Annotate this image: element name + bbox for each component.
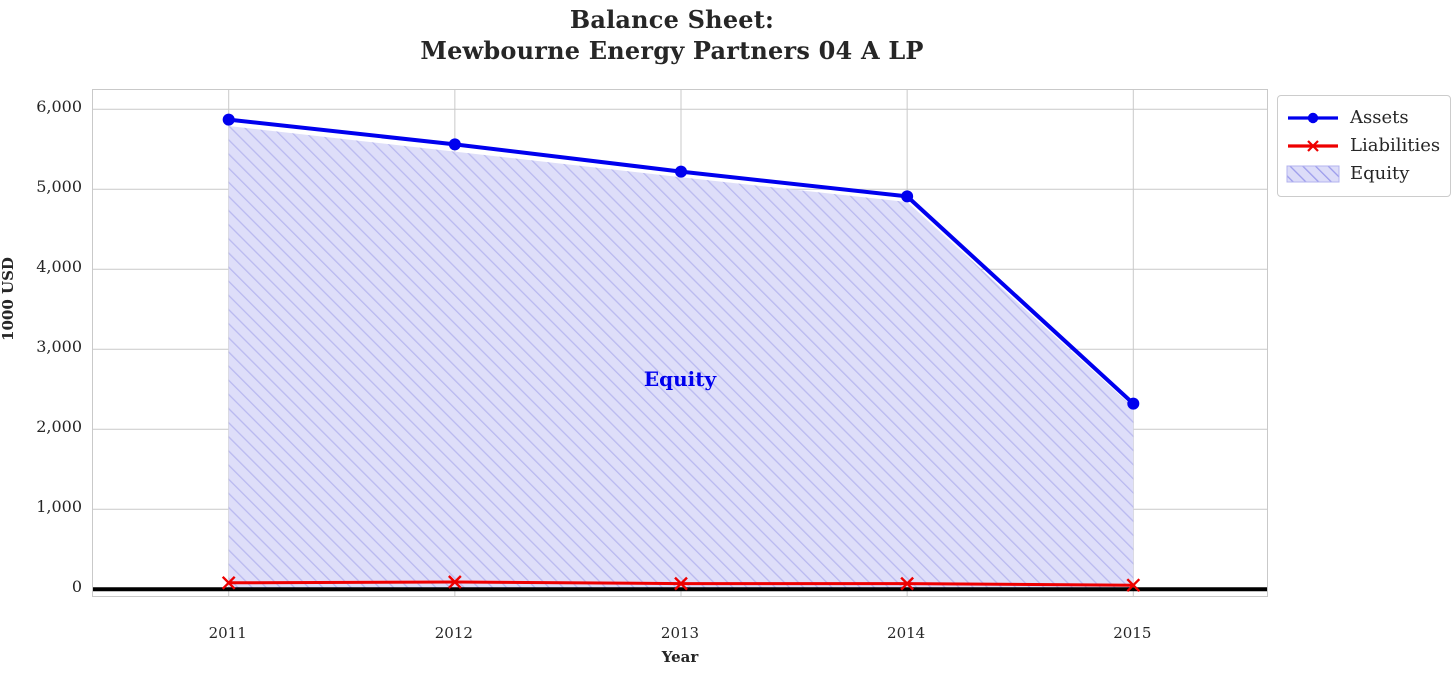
legend-item-assets: Assets	[1286, 104, 1440, 132]
x-axis-title: Year	[661, 648, 699, 666]
x-tick-label: 2014	[887, 624, 926, 642]
x-tick-label: 2012	[434, 624, 473, 642]
legend-key-hatched-patch	[1286, 163, 1340, 185]
y-tick-label: 2,000	[36, 417, 82, 437]
x-tick-label: 2015	[1113, 624, 1152, 642]
y-tick-label: 1,000	[36, 497, 82, 517]
x-tick-label: 2013	[660, 624, 700, 642]
data-layer	[93, 113, 1267, 593]
plot-area	[92, 89, 1268, 597]
series-markers	[221, 113, 1141, 593]
legend-label-equity: Equity	[1350, 163, 1410, 184]
legend-label-liabilities: Liabilities	[1350, 135, 1441, 156]
legend-label-assets: Assets	[1350, 107, 1409, 128]
legend-item-liabilities: Liabilities	[1286, 132, 1440, 160]
y-tick-label: 4,000	[36, 257, 82, 277]
y-tick-label: 5,000	[36, 177, 82, 197]
legend-key-line-x-marker	[1286, 135, 1340, 157]
legend-item-equity: Equity	[1286, 160, 1440, 188]
y-tick-label: 0	[71, 577, 82, 597]
y-axis-title: 1000 USD	[0, 257, 17, 341]
chart-title: Balance Sheet: Mewbourne Energy Partners…	[0, 4, 1344, 66]
chart-legend: Assets Liabilities	[1277, 95, 1452, 197]
x-tick-label: 2011	[208, 624, 247, 642]
y-tick-label: 6,000	[36, 97, 82, 117]
equity-area	[228, 126, 1134, 590]
legend-key-line-circle-marker	[1286, 107, 1340, 129]
chart-title-line-1: Balance Sheet:	[569, 5, 775, 34]
y-tick-label: 3,000	[36, 337, 82, 357]
chart-title-line-2: Mewbourne Energy Partners 04 A LP	[420, 36, 924, 65]
